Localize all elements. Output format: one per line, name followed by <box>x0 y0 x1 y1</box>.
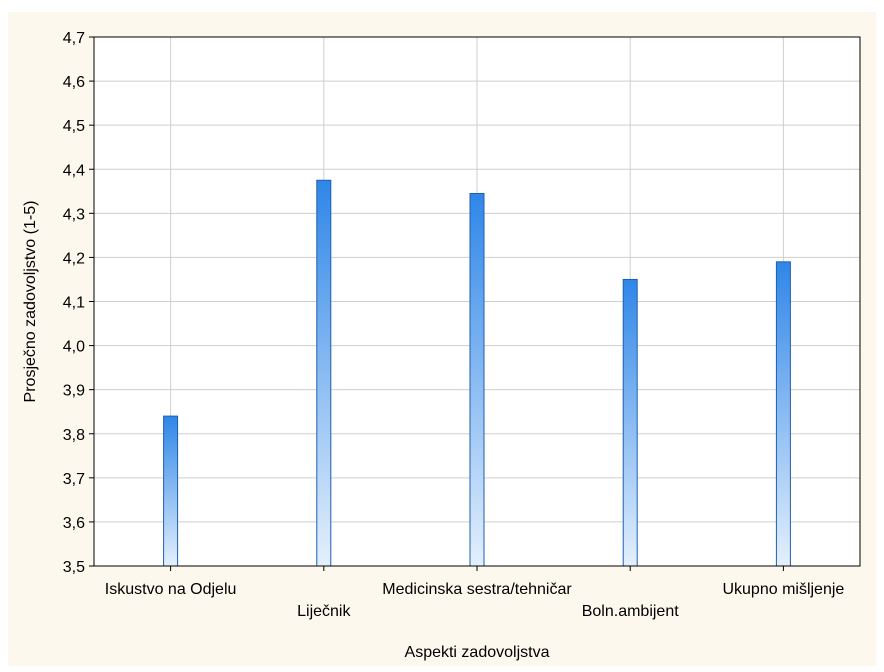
x-tick-labels: Iskustvo na Odjelu Liječnik Medicinska ses… <box>105 566 844 620</box>
y-tick-label: 4,0 <box>63 339 85 356</box>
bar-5 <box>775 261 791 567</box>
y-tick-label: 3,7 <box>63 471 85 488</box>
x-tick-label: Ukupno mišljenje <box>722 581 844 598</box>
x-tick-label: Medicinska sestra/tehničar <box>382 581 572 598</box>
y-tick-label: 4,2 <box>63 250 85 267</box>
x-axis-label: Aspekti zadovoljstva <box>405 644 550 661</box>
chart: 3,5 3,6 3,7 3,8 3,9 4,0 4,1 4,2 4,3 4,4 4,5 4,6 4,7 … <box>8 12 876 666</box>
bar-3 <box>469 192 485 567</box>
x-tick-label: Boln.ambijent <box>582 603 680 620</box>
y-tick-label: 4,7 <box>63 30 85 47</box>
y-tick-label: 3,8 <box>63 427 85 444</box>
bar-chart-svg: 3,53,63,73,83,94,04,14,24,34,44,54,64,7 … <box>22 30 861 661</box>
bars <box>163 179 791 567</box>
y-tick-label: 4,1 <box>63 295 85 312</box>
y-tick-label: 3,5 <box>63 559 85 576</box>
y-tick-label: 3,9 <box>63 383 85 400</box>
y-tick-label: 4,3 <box>63 206 85 223</box>
y-tick-label: 4,6 <box>63 74 85 91</box>
y-tick-label: 4,4 <box>63 162 85 179</box>
y-tick-labels: 3,5 3,6 3,7 3,8 3,9 4,0 4,1 4,2 4,3 4,4 4,5 4,6 4,7 <box>63 30 94 576</box>
y-tick-label: 3,6 <box>63 515 85 532</box>
bar-2 <box>316 179 332 567</box>
y-tick-label: 4,5 <box>63 118 85 135</box>
bar-1 <box>163 415 179 567</box>
y-axis-label: Prosječno zadovoljstvo (1-5) <box>22 201 39 403</box>
bar-4 <box>622 278 638 567</box>
x-tick-label: Liječnik <box>297 603 351 620</box>
x-tick-label: Iskustvo na Odjelu <box>105 581 237 598</box>
